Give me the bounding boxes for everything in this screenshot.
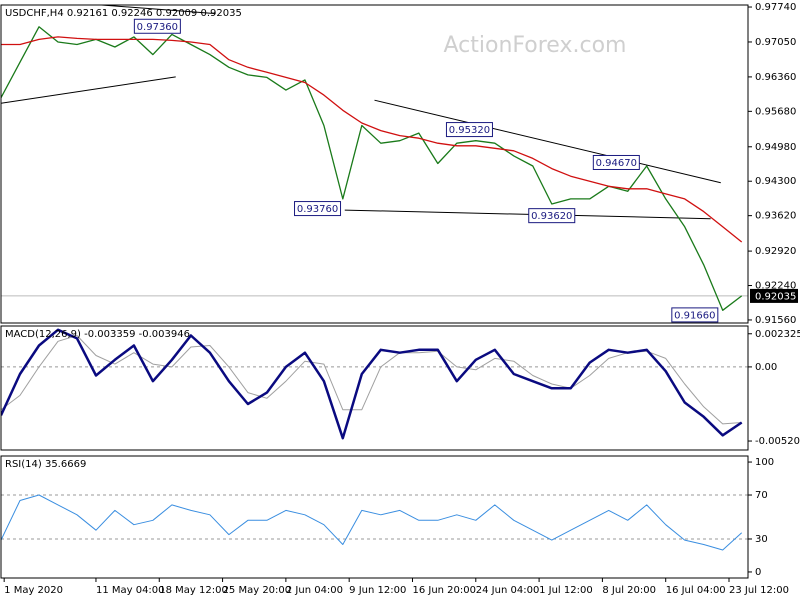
x-tick-label: 9 Jun 12:00 — [349, 585, 406, 596]
annotation-box — [592, 154, 640, 170]
panel-title: MACD(12,26,9) -0.003359 -0.003946 — [5, 329, 190, 340]
trendline — [374, 99, 721, 184]
last-price-label: 0.92035 — [755, 291, 796, 302]
annotation-label: 0.97360 — [137, 22, 178, 33]
y-tick-label: 0.96360 — [755, 72, 796, 83]
x-tick-label: 1 May 2020 — [4, 585, 63, 596]
y-tick-label: 0.94980 — [755, 142, 796, 153]
y-tick-label: 0.92920 — [755, 246, 796, 257]
panel-title: RSI(14) 35.6669 — [5, 459, 86, 470]
annotation-label: 0.94670 — [596, 158, 637, 169]
x-tick-label: 16 Jul 04:00 — [666, 585, 726, 596]
annotation-box — [671, 307, 719, 323]
y-tick-label: 0.00 — [755, 362, 777, 373]
annotation-box — [133, 18, 181, 34]
watermark: ActionForex.com — [444, 33, 627, 58]
x-tick-label: 2 Jun 04:00 — [286, 585, 343, 596]
annotation-label: 0.91660 — [674, 310, 715, 321]
annotation-box — [528, 208, 576, 224]
y-tick-label: 0.97740 — [755, 2, 796, 13]
annotation-box — [294, 201, 342, 217]
y-tick-label: 0.94300 — [755, 176, 796, 187]
x-tick-label: 24 Jun 04:00 — [476, 585, 540, 596]
x-tick-label: 23 Jul 12:00 — [729, 585, 789, 596]
x-tick-label: 11 May 04:00 — [96, 585, 165, 596]
trendline — [94, 5, 216, 15]
y-tick-label: 30 — [755, 534, 768, 545]
series-line — [1, 328, 743, 440]
y-tick-label: 0.95680 — [755, 106, 796, 117]
panel-frame — [0, 325, 749, 451]
x-tick-label: 18 May 12:00 — [159, 585, 228, 596]
x-tick-label: 8 Jul 20:00 — [602, 585, 656, 596]
y-tick-label: 0 — [755, 567, 761, 578]
x-tick-label: 25 May 20:00 — [223, 585, 292, 596]
x-tick-label: 1 Jul 12:00 — [539, 585, 593, 596]
trendline — [344, 209, 711, 220]
panel-title: USDCHF,H4 0.92161 0.92246 0.92009 0.9203… — [5, 8, 242, 19]
annotation-label: 0.95320 — [449, 125, 490, 136]
series-line — [1, 335, 742, 425]
annotation-label: 0.93620 — [531, 211, 572, 222]
series-line — [1, 26, 743, 311]
y-tick-label: 0.002325 — [755, 329, 800, 340]
trendline — [1, 76, 176, 104]
series-line — [1, 494, 743, 551]
last-price-box — [750, 288, 798, 303]
y-tick-label: 70 — [755, 490, 768, 501]
y-tick-label: 0.92240 — [755, 281, 796, 292]
panel-frame — [0, 455, 749, 579]
y-tick-label: 100 — [755, 457, 774, 468]
annotation-label: 0.93760 — [297, 204, 338, 215]
y-tick-label: 0.97050 — [755, 37, 796, 48]
x-tick-label: 16 Jun 20:00 — [412, 585, 476, 596]
series-line — [1, 36, 743, 243]
y-tick-label: 0.93620 — [755, 211, 796, 222]
panel-frame — [0, 4, 749, 324]
y-tick-label: -0.005201 — [755, 436, 800, 447]
annotation-box — [445, 122, 493, 138]
y-tick-label: 0.91560 — [755, 315, 796, 326]
